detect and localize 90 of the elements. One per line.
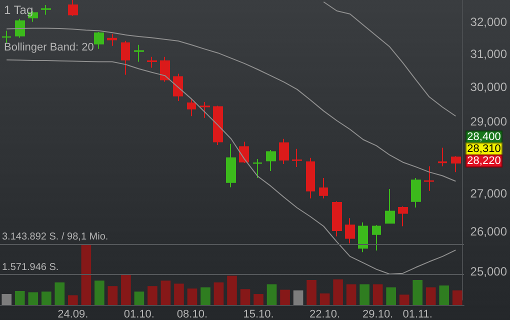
y-tick-label: 31,000 — [470, 46, 508, 61]
candlestick — [239, 141, 249, 164]
line-series — [323, 1, 456, 117]
candlestick — [187, 98, 196, 117]
x-tick-label: 15.10. — [243, 308, 274, 320]
bar — [187, 288, 198, 305]
bar — [240, 289, 250, 305]
candlestick — [345, 218, 355, 244]
x-tick-label: 01.11. — [402, 308, 432, 320]
annotation: Bollinger Band: 20 — [4, 42, 94, 54]
text: 28,220 — [467, 155, 501, 167]
y-tick-label: 27,000 — [470, 186, 508, 201]
bar — [68, 295, 78, 305]
bar — [254, 294, 264, 305]
candlestick — [358, 222, 368, 253]
bar — [160, 280, 171, 305]
bar — [200, 287, 210, 305]
candlestick — [15, 18, 25, 38]
bar — [452, 290, 462, 305]
bar — [14, 290, 25, 305]
bar — [266, 284, 277, 305]
y-tick-label: 25,000 — [470, 264, 508, 278]
y-tick-label: 30,000 — [470, 80, 508, 94]
candlestick — [160, 56, 170, 82]
bar — [28, 292, 38, 305]
candlestick — [438, 147, 447, 167]
candlestick — [147, 56, 157, 68]
bar — [372, 284, 383, 305]
x-tick-label: 08.10. — [176, 308, 208, 320]
text: 28,400 — [467, 131, 501, 143]
candlestick — [200, 102, 210, 118]
bar — [412, 280, 423, 305]
bar — [306, 280, 316, 305]
bar — [121, 274, 131, 305]
candlestick — [173, 73, 183, 102]
candlestick — [134, 44, 144, 62]
bar — [333, 279, 343, 305]
y-tick-label: 32,000 — [470, 14, 508, 29]
x-tick-label: 22.10. — [310, 308, 340, 320]
bar — [439, 285, 450, 305]
y-tick-label: 29,000 — [470, 114, 508, 128]
bar — [399, 294, 410, 305]
bar — [320, 293, 330, 305]
line-series — [6, 28, 456, 182]
bar — [148, 286, 158, 305]
bar — [426, 287, 436, 305]
bar — [94, 280, 104, 305]
bar — [174, 284, 184, 305]
bar — [293, 290, 304, 305]
ref-line-label: 3.143.892 S. / 98,1 Mio. — [2, 232, 108, 242]
candlestick — [411, 177, 421, 208]
bar — [386, 287, 396, 305]
ref-line-label: 1.571.946 S. — [2, 262, 59, 273]
candlestick — [2, 30, 11, 44]
candlestick — [121, 40, 130, 76]
candlestick — [68, 0, 78, 16]
bar — [346, 284, 356, 305]
bar — [2, 294, 12, 305]
bar — [280, 290, 290, 305]
candlestick — [424, 166, 434, 192]
candlestick — [41, 4, 51, 16]
candlestick — [385, 188, 395, 224]
candlestick — [319, 177, 328, 199]
candlestick — [94, 32, 104, 50]
candlestick — [306, 157, 315, 199]
candlestick — [266, 149, 276, 172]
bar — [134, 292, 144, 305]
y-tick-label: 26,000 — [470, 224, 508, 239]
x-tick-label: 29.10. — [362, 308, 394, 320]
annotation: 1 Tag — [4, 3, 34, 17]
bar — [360, 284, 370, 305]
candlestick — [107, 33, 117, 46]
bar — [81, 244, 92, 305]
candlestick — [451, 156, 461, 173]
candlestick — [372, 224, 381, 251]
x-tick-label: 01.10. — [124, 308, 154, 320]
bar — [41, 292, 52, 305]
bar — [54, 282, 65, 305]
candlestick — [398, 206, 408, 227]
text: 28,310 — [467, 143, 501, 155]
bar — [227, 276, 237, 305]
candlestick — [253, 158, 262, 178]
bar — [108, 286, 118, 305]
candlestick — [292, 148, 302, 168]
x-tick-label: 24.09. — [58, 308, 88, 320]
candlestick — [332, 200, 342, 237]
bar — [214, 282, 224, 305]
candlestick — [213, 105, 223, 146]
candlestick — [226, 143, 236, 188]
candlestick — [279, 138, 289, 165]
